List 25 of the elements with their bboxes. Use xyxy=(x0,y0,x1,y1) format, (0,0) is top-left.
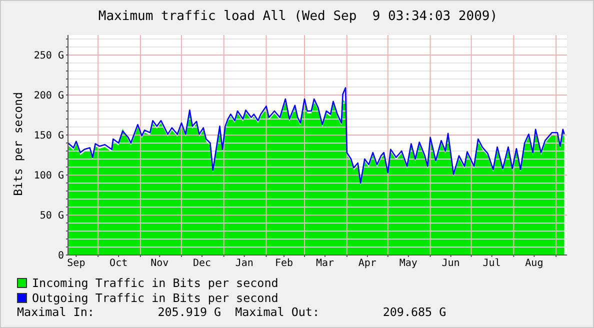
legend-label: Outgoing Traffic in Bits per second xyxy=(32,290,278,304)
series-label: Incoming Traffic in Bits per second xyxy=(32,276,278,290)
y-tick-label: 250 G xyxy=(34,50,64,62)
x-tick-label: Mar xyxy=(316,258,334,270)
y-tick-label: 50 G xyxy=(40,210,64,222)
x-tick-label: Jun xyxy=(442,258,460,270)
x-tick-label: Nov xyxy=(150,258,169,270)
y-tick-label: 150 G xyxy=(34,130,64,142)
x-tick-label: Oct xyxy=(110,258,128,270)
x-tick-label: Aug xyxy=(525,258,544,270)
x-tick-label: Apr xyxy=(358,258,376,270)
y-tick-label: 100 G xyxy=(34,170,64,182)
y-axis-title: Bits per second xyxy=(11,92,25,196)
x-tick-label: Jul xyxy=(482,258,501,270)
x-tick-label: May xyxy=(399,258,418,270)
y-tick-label: 200 G xyxy=(34,90,64,102)
y-tick-label: 0 xyxy=(58,250,64,262)
line-series xyxy=(68,87,565,184)
x-tick-label: Sep xyxy=(67,258,86,270)
text: Maximal Out: 209.685 G xyxy=(235,305,446,319)
x-tick-label: Feb xyxy=(274,258,294,270)
x-tick-label: Dec xyxy=(192,258,212,270)
chart-title: Maximum traffic load All (Wed Sep 9 03:34:03 2009) xyxy=(97,9,499,24)
text: Maximal In: 205.919 G xyxy=(17,305,222,319)
x-tick-label: Jan xyxy=(235,258,254,270)
